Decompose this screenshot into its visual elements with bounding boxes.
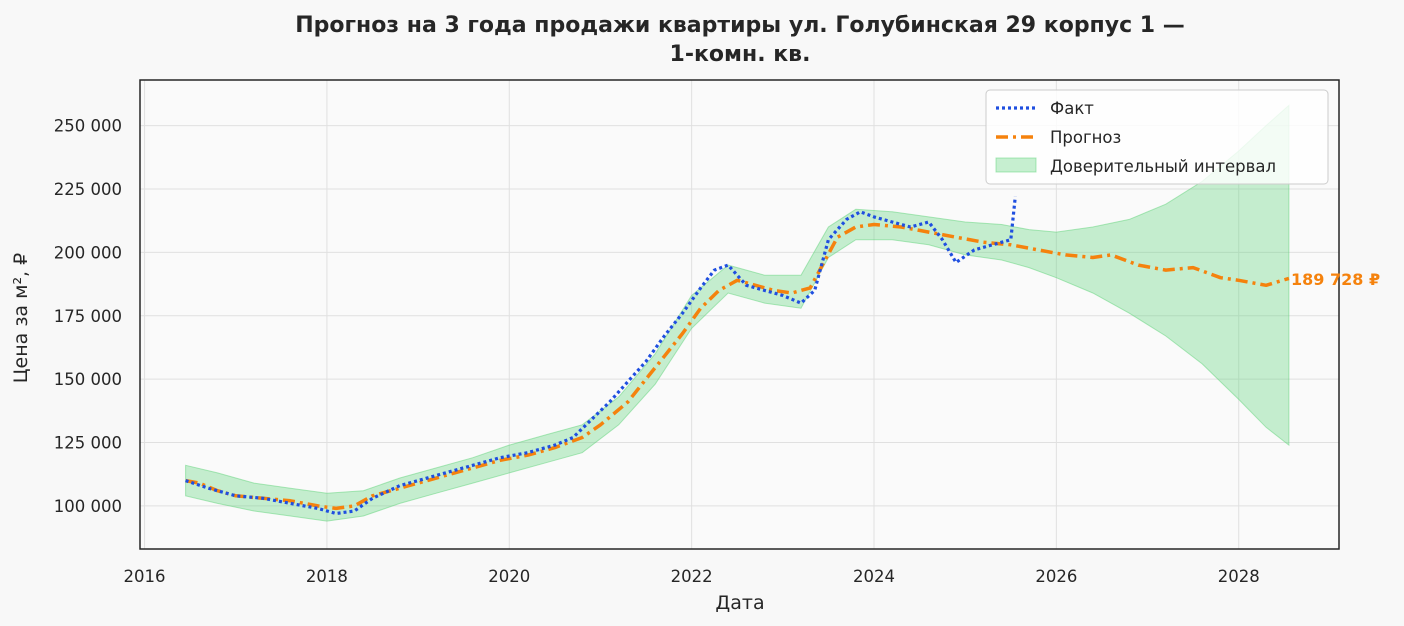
- x-tick-label: 2028: [1218, 567, 1260, 586]
- x-tick-label: 2026: [1035, 567, 1077, 586]
- forecast-series-line: [185, 222, 1290, 511]
- x-axis-label: Дата: [715, 592, 764, 614]
- legend-fact-label: Факт: [1050, 99, 1094, 118]
- chart-title-line1: Прогноз на 3 года продажи квартиры ул. Г…: [295, 13, 1185, 38]
- y-axis-label: Цена за м², ₽: [10, 253, 32, 383]
- legend-forecast-label: Прогноз: [1050, 128, 1121, 147]
- chart-legend: Факт Прогноз Доверительный интервал: [985, 89, 1329, 185]
- x-tick-label: 2018: [306, 567, 348, 586]
- y-tick-label: 150 000: [54, 370, 122, 389]
- y-tick-label: 250 000: [54, 117, 122, 136]
- x-tick-label: 2022: [671, 567, 713, 586]
- legend-interval-swatch: [995, 157, 1037, 173]
- chart-title-line2: 1-комн. кв.: [670, 42, 811, 67]
- y-tick-label: 100 000: [54, 497, 122, 516]
- forecast-end-value-label: 189 728 ₽: [1291, 270, 1380, 289]
- x-tick-label: 2016: [124, 567, 166, 586]
- fact-series-line: [185, 196, 1017, 516]
- y-tick-label: 125 000: [54, 434, 122, 453]
- y-tick-label: 225 000: [54, 180, 122, 199]
- y-tick-label: 200 000: [54, 243, 122, 262]
- confidence-interval-band: [185, 104, 1290, 522]
- x-tick-label: 2020: [488, 567, 530, 586]
- plot-frame: [139, 79, 1340, 550]
- x-tick-label: 2024: [853, 567, 895, 586]
- y-tick-label: 175 000: [54, 307, 122, 326]
- legend-interval-label: Доверительный интервал: [1050, 157, 1276, 176]
- legend-frame: [985, 89, 1329, 185]
